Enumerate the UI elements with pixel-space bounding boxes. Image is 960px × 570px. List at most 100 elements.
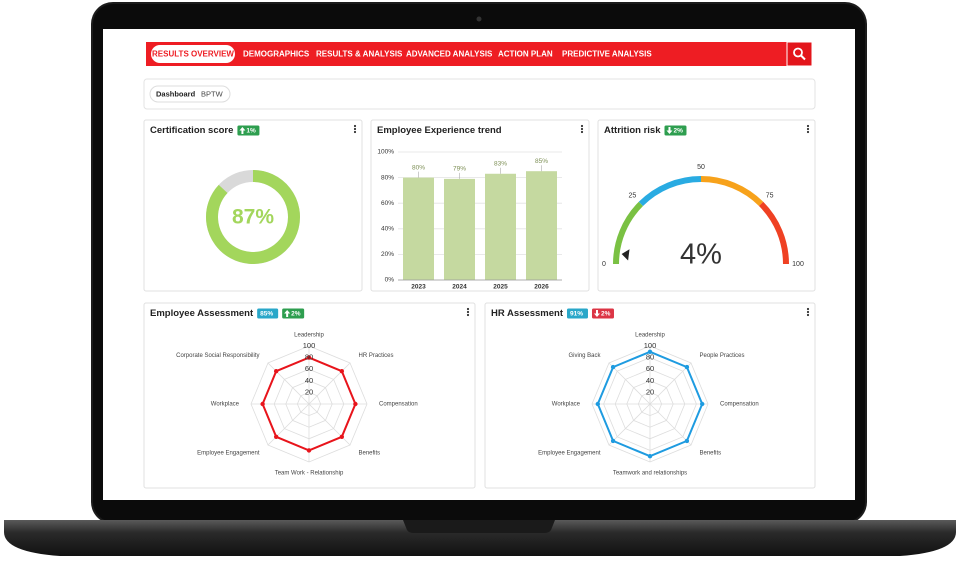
radar-tick-label: 40	[305, 376, 313, 385]
radar-tick-label: 80	[646, 353, 654, 362]
menu-dot[interactable]	[466, 310, 470, 314]
y-tick-label: 80%	[381, 174, 394, 181]
gauge-needle	[621, 249, 630, 261]
menu-dot[interactable]	[806, 124, 810, 128]
menu-dot[interactable]	[580, 124, 584, 128]
camera	[476, 16, 482, 22]
gauge-band	[758, 201, 789, 265]
nav-item[interactable]: RESULTS OVERVIEW	[152, 50, 234, 59]
menu-dot[interactable]	[806, 313, 810, 317]
radar-tick-label: 100	[303, 341, 316, 350]
laptop-base	[4, 520, 956, 556]
radar-category-label: Employee Engagement	[197, 450, 260, 456]
y-tick-label: 60%	[381, 200, 394, 207]
gauge-tick-label: 25	[629, 192, 637, 199]
card-title: Employee Experience trend	[377, 125, 502, 136]
radar-point	[610, 364, 616, 370]
x-tick-label: 2025	[493, 284, 508, 291]
y-tick-label: 100%	[377, 149, 394, 156]
radar-category-label: Giving Back	[568, 353, 601, 359]
radar-category-label: People Practices	[699, 353, 744, 359]
breadcrumb-item[interactable]: Dashboard	[156, 89, 196, 98]
radar-category-label: Workplace	[211, 402, 240, 408]
gauge-tick-label: 75	[766, 192, 774, 199]
badge-label: 1%	[246, 128, 256, 135]
radar-category-label: Compensation	[720, 402, 759, 408]
badge	[257, 308, 279, 319]
menu-dot[interactable]	[466, 307, 470, 311]
radar-category-label: Benefits	[699, 450, 721, 456]
radar-point	[353, 401, 358, 407]
card-title: Certification score	[150, 125, 233, 136]
search-icon	[793, 47, 803, 58]
radar-tick-label: 100	[644, 341, 657, 350]
gauge-band	[613, 201, 644, 265]
radar-spoke	[608, 362, 651, 405]
bar-value-label: 83%	[494, 160, 507, 167]
menu-dot[interactable]	[806, 310, 810, 314]
laptop-notch	[403, 520, 555, 533]
gauge-tick-label: 100	[792, 261, 804, 268]
search-button[interactable]	[786, 41, 813, 67]
radar-point	[339, 368, 345, 374]
y-tick-label: 40%	[381, 226, 394, 233]
radar-category-label: Leadership	[635, 333, 665, 339]
nav-item[interactable]: DEMOGRAPHICS	[243, 50, 310, 59]
menu-dot[interactable]	[806, 307, 810, 311]
gauge-tick-label: 0	[602, 261, 606, 268]
radar-tick-label: 60	[305, 364, 313, 373]
radar-category-label: Employee Engagement	[538, 450, 601, 456]
menu-dot[interactable]	[353, 127, 357, 131]
radar-spoke	[649, 403, 692, 446]
badge-label: 2%	[291, 311, 301, 318]
menu-dot[interactable]	[353, 130, 357, 134]
menu-dot[interactable]	[580, 130, 584, 134]
radar-point	[595, 401, 600, 407]
radar-point	[610, 438, 616, 444]
bar	[526, 171, 557, 280]
badge-arrow	[284, 310, 291, 317]
bar-value-label: 79%	[453, 166, 466, 173]
card-title: HR Assessment	[491, 308, 564, 319]
nav-item[interactable]: PREDICTIVE ANALYSIS	[562, 50, 652, 59]
nav-active-pill	[151, 45, 235, 63]
menu-dot[interactable]	[580, 127, 584, 131]
breadcrumb-item[interactable]: BPTW	[201, 89, 224, 98]
radar-category-label: Leadership	[294, 333, 324, 339]
gauge-band	[638, 176, 702, 207]
nav-item[interactable]: ACTION PLAN	[498, 50, 553, 59]
gauge-tick-label: 50	[697, 164, 705, 171]
radar-tick-label: 60	[646, 364, 654, 373]
badge-label: 85%	[260, 311, 273, 318]
menu-dot[interactable]	[466, 313, 470, 317]
radar-category-label: Corporate Social Responsibility	[176, 353, 259, 359]
card	[143, 302, 476, 489]
badge-label: 91%	[570, 311, 583, 318]
card-title: Attrition risk	[604, 125, 661, 136]
radar-spoke	[608, 403, 651, 446]
nav-item[interactable]: RESULTS & ANALYSIS	[316, 50, 403, 59]
radar-category-label: Benefits	[358, 450, 380, 456]
radar-tick-label: 20	[305, 387, 313, 396]
badge	[566, 308, 588, 319]
x-tick-label: 2024	[452, 284, 467, 291]
badge-label: 2%	[673, 128, 683, 135]
badge-label: 2%	[601, 311, 611, 318]
menu-dot[interactable]	[806, 130, 810, 134]
gauge-value-label: 4%	[680, 239, 722, 271]
radar-category-label: HR Practices	[358, 353, 393, 359]
radar-point	[339, 434, 345, 440]
radar-point	[306, 448, 312, 453]
radar-point	[647, 454, 653, 459]
nav-item[interactable]: ADVANCED ANALYSIS	[406, 50, 493, 59]
radar-tick-label: 80	[305, 353, 313, 362]
card	[143, 119, 363, 292]
radar-tick-label: 20	[646, 387, 654, 396]
radar-category-label: Compensation	[379, 402, 418, 408]
bar-value-label: 85%	[535, 158, 548, 165]
menu-dot[interactable]	[353, 124, 357, 128]
menu-dot[interactable]	[806, 127, 810, 131]
donut-value-label: 87%	[232, 206, 274, 229]
radar-category-label: Workplace	[552, 402, 581, 408]
radar-tick-label: 40	[646, 376, 654, 385]
